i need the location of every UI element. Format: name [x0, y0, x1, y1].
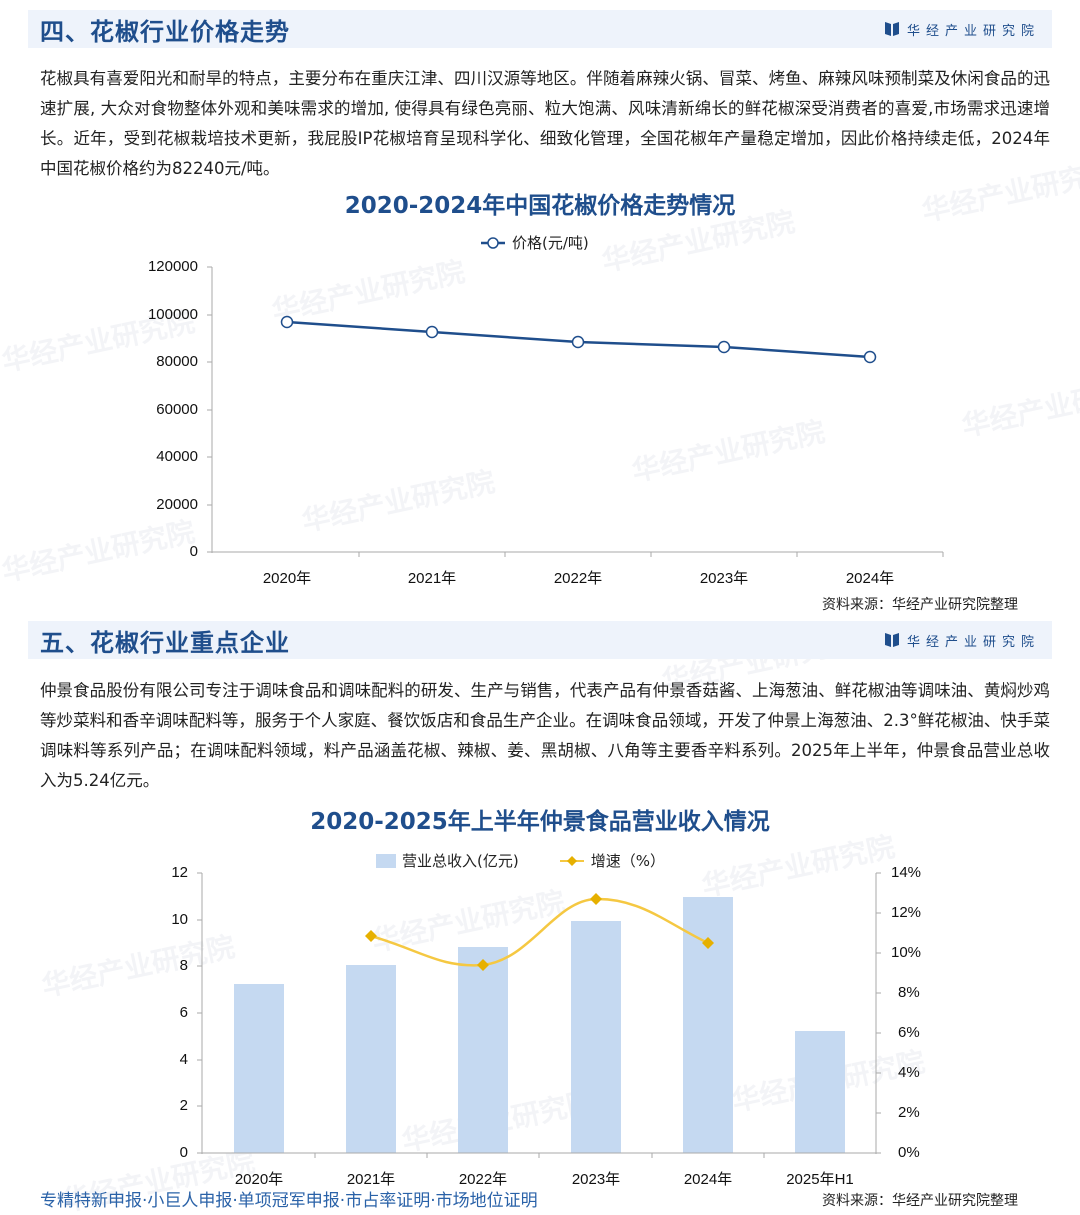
legend-label-price: 价格(元/吨)	[512, 234, 589, 252]
y-tick: 100000	[147, 306, 198, 323]
y-right-tick: 2%	[898, 1104, 920, 1121]
growth-point	[702, 937, 714, 949]
bar	[234, 984, 284, 1153]
data-point	[863, 350, 877, 364]
price-trend-paragraph: 花椒具有喜爱阳光和耐旱的特点，主要分布在重庆江津、四川汉源等地区。伴随着麻辣火锅…	[40, 69, 1050, 178]
section-title: 四、花椒行业价格走势	[40, 17, 290, 46]
y-left-tick: 8	[179, 957, 188, 974]
y-right-tick: 12%	[891, 904, 922, 921]
y-left-tick: 2	[179, 1097, 188, 1114]
y-tick: 80000	[156, 353, 198, 370]
bar	[795, 1031, 845, 1153]
y-right-tick: 0%	[898, 1144, 920, 1161]
x-tick: 2022年	[553, 570, 603, 587]
x-tick: 2024年	[845, 570, 895, 587]
y-left-tick: 0	[179, 1144, 188, 1161]
company-paragraph: 仲景食品股份有限公司专注于调味食品和调味配料的研发、生产与销售，代表产品有仲景香…	[40, 681, 1050, 790]
price-chart-source: 资料来源：华经产业研究院整理	[822, 597, 1018, 613]
growth-point	[477, 959, 489, 971]
data-point	[280, 315, 294, 329]
revenue-chart-title: 2020-2025年上半年仲景食品营业收入情况	[310, 809, 770, 835]
section-header-key-companies: 五、花椒行业重点企业 华经产业研究院	[28, 621, 1052, 659]
y-tick: 120000	[147, 258, 198, 275]
diamond-marker-icon	[559, 855, 584, 866]
x-tick: 2020年	[262, 570, 312, 587]
y-tick: 40000	[156, 448, 198, 465]
bar	[683, 897, 733, 1153]
y-tick: 60000	[156, 401, 198, 418]
services-link[interactable]: 专精特新申报·小巨人申报·单项冠军申报·市占率证明·市场地位证明	[40, 1191, 538, 1211]
bar	[458, 947, 508, 1153]
data-point	[425, 325, 439, 339]
bar	[571, 921, 621, 1153]
growth-point	[590, 893, 602, 905]
brand-badge: 华经产业研究院	[884, 20, 1040, 39]
line-marker-icon	[481, 236, 505, 249]
revenue-chart-legend: 营业总收入(亿元) 增速（%）	[376, 850, 665, 871]
x-tick: 2020年	[234, 1171, 284, 1188]
legend-label-growth: 增速（%）	[590, 852, 665, 870]
revenue-chart-source: 资料来源：华经产业研究院整理	[822, 1193, 1018, 1209]
data-point	[717, 340, 731, 354]
y-left-tick: 12	[171, 864, 188, 881]
y-left-tick: 4	[179, 1051, 188, 1068]
legend-label-revenue: 营业总收入(亿元)	[402, 852, 519, 870]
x-tick: 2023年	[571, 1171, 621, 1188]
x-tick: 2021年	[407, 570, 457, 587]
y-right-tick: 6%	[898, 1024, 920, 1041]
brand-name: 华经产业研究院	[906, 634, 1040, 650]
price-chart-title: 2020-2024年中国花椒价格走势情况	[344, 193, 736, 219]
brand-logo-icon	[884, 22, 899, 36]
y-left-tick: 6	[179, 1004, 188, 1021]
y-right-tick: 8%	[898, 984, 920, 1001]
bar	[346, 965, 396, 1153]
y-right-tick: 4%	[898, 1064, 920, 1081]
x-tick: 2024年	[683, 1171, 733, 1188]
x-tick: 2021年	[346, 1171, 396, 1188]
price-chart-legend: 价格(元/吨)	[480, 232, 589, 253]
section-header-price-trend: 四、花椒行业价格走势 华经产业研究院	[28, 10, 1052, 48]
x-tick: 2023年	[699, 570, 749, 587]
y-left-tick: 10	[171, 911, 188, 928]
y-right-tick: 10%	[891, 944, 922, 961]
y-right-tick: 14%	[891, 864, 922, 881]
growth-point	[365, 930, 377, 942]
x-tick: 2025年H1	[786, 1171, 854, 1188]
brand-badge: 华经产业研究院	[884, 631, 1040, 650]
y-tick: 0	[189, 543, 198, 560]
x-tick: 2022年	[458, 1171, 508, 1188]
brand-name: 华经产业研究院	[906, 23, 1040, 39]
bar-swatch-icon	[376, 853, 396, 868]
section-title: 五、花椒行业重点企业	[40, 628, 290, 657]
data-point	[571, 335, 585, 349]
y-tick: 20000	[156, 496, 198, 513]
brand-logo-icon	[884, 633, 899, 647]
